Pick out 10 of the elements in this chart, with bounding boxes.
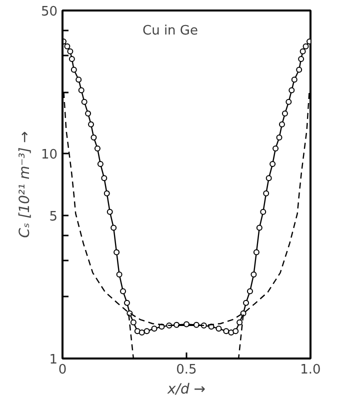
y-axis-title: Cₛ [10²¹ m⁻³] → <box>16 130 33 238</box>
y-tick-label: 1 <box>49 352 58 368</box>
x-tick-label: 1.0 <box>300 362 321 378</box>
y-tick-label: 50 <box>40 4 58 20</box>
annotation: Cu in Ge <box>142 24 198 38</box>
y-tick-label: 5 <box>49 209 58 224</box>
x-tick-label: 0 <box>58 362 67 378</box>
y-tick-label: 10 <box>40 148 58 163</box>
x-tick-label: 0.5 <box>176 362 197 378</box>
x-axis-title: x/d → <box>166 382 206 398</box>
